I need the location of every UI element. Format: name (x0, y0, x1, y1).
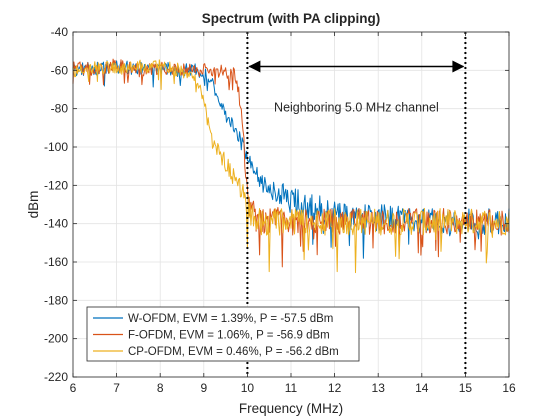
x-tick-label: 10 (241, 381, 255, 395)
y-tick-label: -60 (51, 63, 69, 77)
y-axis-label: dBm (26, 191, 41, 219)
x-tick-label: 12 (328, 381, 342, 395)
chart-title: Spectrum (with PA clipping) (202, 11, 381, 26)
y-tick-label: -80 (51, 102, 69, 116)
axis-ticks: 6 7 8 9 10 11 12 13 14 15 16 -220 -200 -180 -160 -140 -1… (44, 25, 516, 395)
arrow-head-left (248, 60, 261, 73)
x-tick-label: 15 (459, 381, 473, 395)
x-tick-label: 6 (70, 381, 77, 395)
legend-entry-label: CP-OFDM, EVM = 0.46%, P = -56.2 dBm (128, 346, 339, 358)
series-layer (72, 58, 510, 274)
x-tick-label: 8 (157, 381, 164, 395)
series-line-3 (72, 59, 510, 274)
y-tick-label: -200 (44, 332, 68, 346)
y-tick-label: -120 (44, 178, 68, 192)
x-tick-label: 7 (113, 381, 120, 395)
legend-entry-label: F-OFDM, EVM = 1.06%, P = -56.9 dBm (128, 330, 330, 342)
y-tick-label: -220 (44, 370, 68, 384)
y-tick-label: -160 (44, 255, 68, 269)
x-tick-label: 13 (372, 381, 386, 395)
x-tick-label: 14 (415, 381, 429, 395)
annotation-layer: Neighboring 5.0 MHz channel (246, 32, 467, 377)
y-tick-label: -140 (44, 217, 68, 231)
arrow-head-right (452, 60, 465, 73)
x-tick-label: 11 (285, 381, 298, 395)
y-tick-label: -180 (44, 293, 68, 307)
legend-entry-label: W-OFDM, EVM = 1.39%, P = -57.5 dBm (128, 313, 333, 325)
x-axis-label: Frequency (MHz) (239, 401, 343, 416)
annotation-text: Neighboring 5.0 MHz channel (274, 100, 439, 114)
y-tick-label: -40 (51, 25, 69, 39)
x-tick-label: 9 (200, 381, 207, 395)
legend: W-OFDM, EVM = 1.39%, P = -57.5 dBm F-OFDM… (86, 306, 360, 362)
x-tick-label: 16 (502, 381, 516, 395)
y-tick-label: -100 (44, 140, 68, 154)
legend-box (86, 306, 360, 362)
